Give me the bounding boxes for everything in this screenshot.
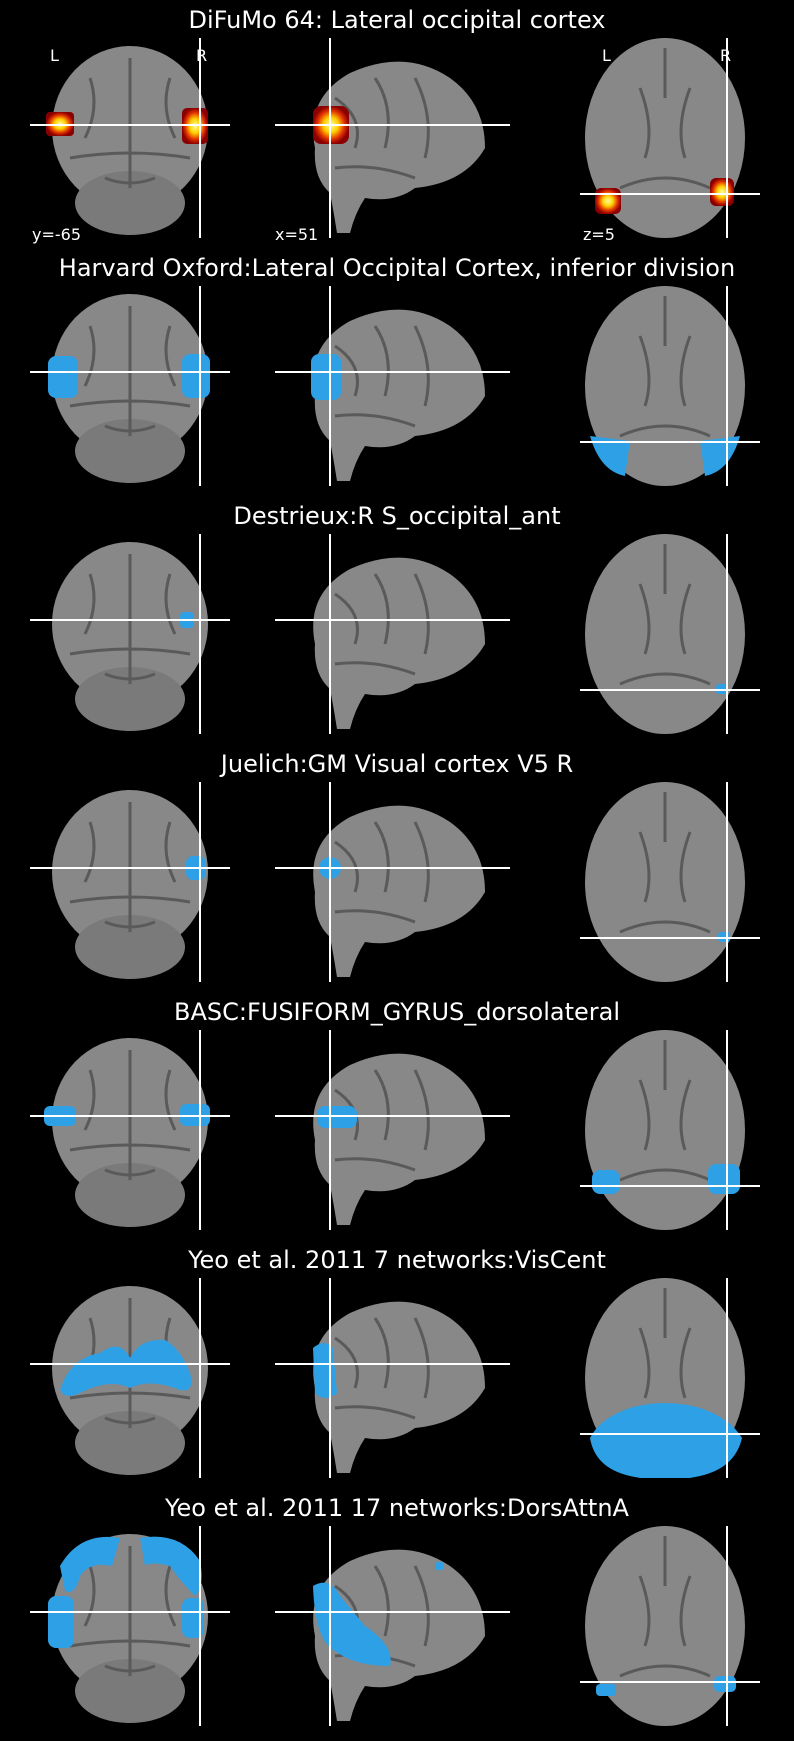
row-title: Destrieux:R S_occipital_ant [233,502,561,530]
sagittal-view: x=51 [275,38,510,244]
atlas-row-yeo-7: Yeo et al. 2011 7 networks:VisCent [0,1240,794,1488]
coronal-slice-image [30,1278,230,1478]
coronal-slice-image [30,38,230,238]
coronal-view [30,1278,230,1478]
axial-view [580,1526,760,1726]
axial-slice-image [580,534,760,734]
sagittal-view [275,1278,510,1478]
axial-slice-image [580,286,760,486]
axial-cut-label: z=5 [583,225,615,244]
sagittal-cut-label: x=51 [275,225,319,244]
coronal-view: L R y=-65 [30,38,230,244]
sagittal-slice-image [275,1030,510,1230]
axial-slice-image [580,38,760,238]
atlas-row-difumo: DiFuMo 64: Lateral occipital cortex [0,0,794,248]
row-title: Yeo et al. 2011 7 networks:VisCent [188,1246,606,1274]
row-title: Yeo et al. 2011 17 networks:DorsAttnA [165,1494,629,1522]
coronal-slice-image [30,286,230,486]
coronal-slice-image [30,534,230,734]
axial-slice-image [580,782,760,982]
axial-view [580,782,760,982]
axial-slice-image [580,1030,760,1230]
atlas-row-yeo-17: Yeo et al. 2011 17 networks:DorsAttnA [0,1488,794,1736]
row-title: BASC:FUSIFORM_GYRUS_dorsolateral [173,998,621,1026]
coronal-view [30,286,230,486]
axial-view [580,286,760,486]
coronal-view [30,1526,230,1726]
sagittal-slice-image [275,782,510,982]
sagittal-view [275,1030,510,1230]
axial-slice-image [580,1526,760,1726]
coronal-cut-label: y=-65 [32,225,82,244]
right-orientation-label: R [720,46,732,65]
sagittal-view [275,782,510,982]
atlas-row-harvard-oxford: Harvard Oxford:Lateral Occipital Cortex,… [0,248,794,496]
sagittal-view [275,1526,510,1726]
row-title: Juelich:GM Visual cortex V5 R [220,750,574,778]
coronal-slice-image [30,782,230,982]
left-orientation-label: L [50,46,59,65]
axial-view: L R z=5 [580,38,760,244]
atlas-row-basc: BASC:FUSIFORM_GYRUS_dorsolateral [0,992,794,1240]
sagittal-slice-image [275,1526,510,1726]
sagittal-view [275,534,510,734]
atlas-row-juelich: Juelich:GM Visual cortex V5 R [0,744,794,992]
sagittal-slice-image [275,534,510,734]
coronal-view [30,782,230,982]
coronal-slice-image [30,1526,230,1726]
row-title: Harvard Oxford:Lateral Occipital Cortex,… [58,254,736,282]
sagittal-view [275,286,510,486]
sagittal-slice-image [275,1278,510,1478]
axial-view [580,534,760,734]
axial-view [580,1030,760,1230]
coronal-view [30,534,230,734]
right-orientation-label: R [196,46,208,65]
sagittal-slice-image [275,286,510,486]
axial-view [580,1278,760,1478]
left-orientation-label: L [602,46,611,65]
coronal-slice-image [30,1030,230,1230]
sagittal-slice-image [275,38,510,238]
row-title: DiFuMo 64: Lateral occipital cortex [188,6,606,34]
coronal-view [30,1030,230,1230]
axial-slice-image [580,1278,760,1478]
atlas-row-destrieux: Destrieux:R S_occipital_ant [0,496,794,744]
